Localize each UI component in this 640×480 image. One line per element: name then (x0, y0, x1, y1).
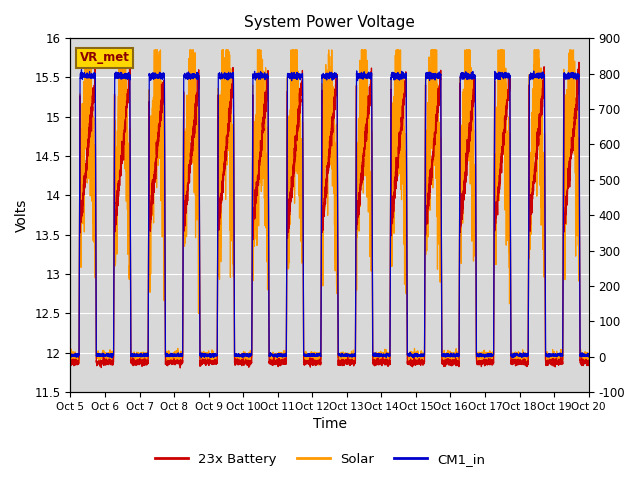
X-axis label: Time: Time (312, 418, 346, 432)
Text: VR_met: VR_met (80, 51, 130, 64)
Title: System Power Voltage: System Power Voltage (244, 15, 415, 30)
Y-axis label: Volts: Volts (15, 198, 29, 232)
Legend: 23x Battery, Solar, CM1_in: 23x Battery, Solar, CM1_in (149, 447, 491, 471)
